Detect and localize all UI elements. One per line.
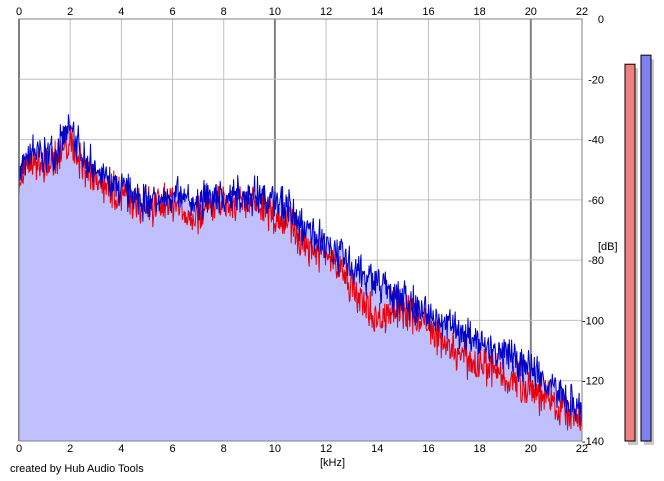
level-meter-bar — [640, 54, 652, 442]
x-tick-label: 0 — [16, 443, 22, 455]
y-tick-label: 0 — [598, 14, 604, 26]
x-tick-label: 22 — [576, 6, 588, 18]
x-tick-label: 14 — [371, 443, 383, 455]
x-tick-label: 16 — [422, 443, 434, 455]
level-meter-bar — [624, 63, 636, 442]
x-tick-label: 20 — [525, 443, 537, 455]
y-tick-label: -20 — [588, 74, 604, 86]
x-tick-label: 18 — [474, 6, 486, 18]
x-tick-label: 4 — [118, 6, 124, 18]
y-tick-label: -80 — [588, 255, 604, 267]
x-tick-label: 2 — [67, 6, 73, 18]
level-meters — [624, 54, 654, 446]
spectrum-lines — [18, 114, 583, 431]
plot-frame — [18, 18, 583, 442]
x-axis-label: [kHz] — [320, 457, 345, 469]
y-tick-label: -40 — [588, 135, 604, 147]
x-tick-label: 6 — [169, 443, 175, 455]
credit-text: created by Hub Audio Tools — [10, 463, 144, 475]
y-tick-label: -60 — [588, 195, 604, 207]
y-tick-label: -140 — [582, 436, 604, 448]
x-tick-label: 10 — [269, 443, 281, 455]
series-line — [18, 114, 583, 426]
x-tick-label: 14 — [371, 6, 383, 18]
y-tick-label: -100 — [582, 315, 604, 327]
x-tick-label: 0 — [16, 6, 22, 18]
x-tick-labels-top: 0 2 4 6 8 10 12 14 16 18 20 22 — [16, 6, 588, 18]
x-tick-label: 18 — [474, 443, 486, 455]
x-tick-label: 8 — [221, 6, 227, 18]
y-axis-label: [dB] — [598, 241, 618, 253]
spectrum-fill — [19, 114, 582, 442]
spectrum-area — [19, 114, 582, 442]
x-tick-label: 12 — [320, 6, 332, 18]
x-tick-label: 2 — [67, 443, 73, 455]
x-tick-label: 4 — [118, 443, 124, 455]
x-tick-label: 10 — [269, 6, 281, 18]
x-tick-label: 16 — [422, 6, 434, 18]
x-tick-label: 6 — [169, 6, 175, 18]
y-tick-label: -120 — [582, 376, 604, 388]
x-tick-label: 12 — [320, 443, 332, 455]
y-tick-labels: 0 -20 -40 -60 -80 -100 -120 -140 — [582, 14, 604, 448]
x-tick-label: 20 — [525, 6, 537, 18]
x-tick-labels-bottom: 0 2 4 6 8 10 12 14 16 18 20 22 — [16, 443, 588, 455]
x-tick-label: 8 — [221, 443, 227, 455]
x-tick-label: 22 — [576, 443, 588, 455]
